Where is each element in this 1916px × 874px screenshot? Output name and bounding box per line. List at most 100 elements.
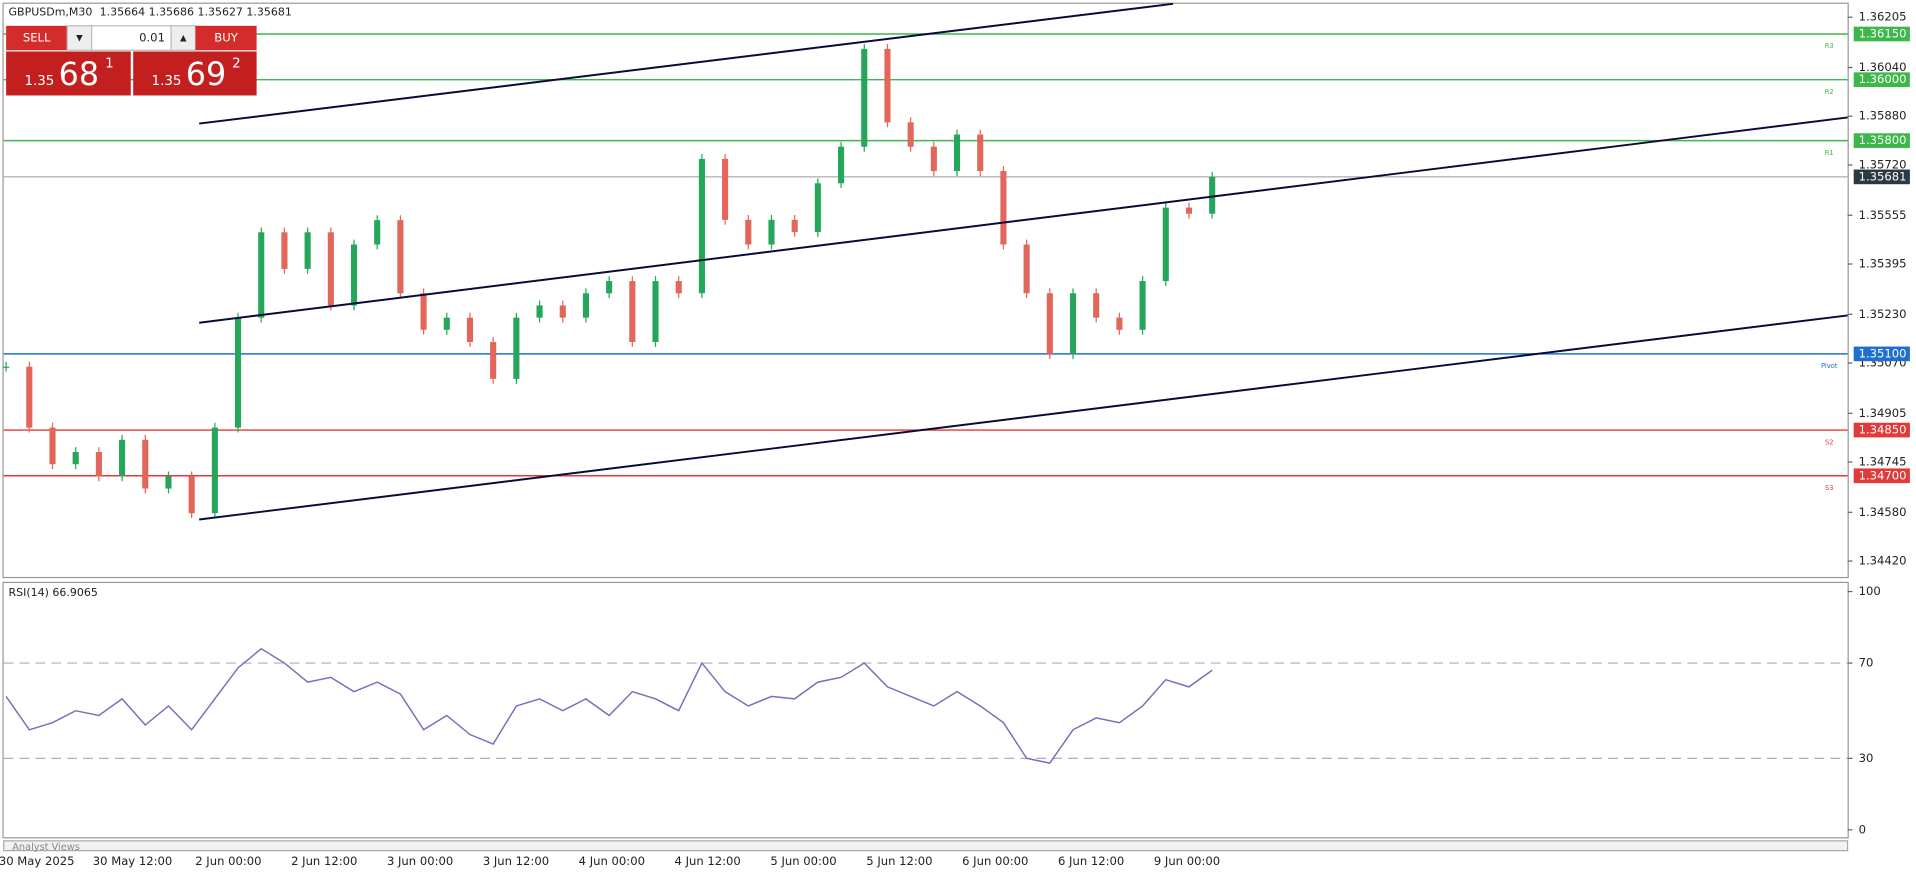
lot-up[interactable] xyxy=(170,25,197,51)
candle xyxy=(907,122,914,147)
current-price-tag xyxy=(1853,169,1910,185)
symbol-name: GBPUSDm,M30 xyxy=(9,5,93,18)
candle xyxy=(953,134,961,172)
buy-price[interactable] xyxy=(133,51,257,96)
candle xyxy=(1185,207,1193,214)
level-name: R3 xyxy=(1825,42,1834,50)
candle xyxy=(814,183,821,233)
candle xyxy=(768,219,775,245)
level-price: 1.34700 xyxy=(1859,468,1907,482)
candle xyxy=(606,281,613,294)
buy-button[interactable] xyxy=(195,25,257,51)
label-layer: 1.362051.360401.358801.357201.355551.353… xyxy=(0,10,1910,868)
sell-price[interactable] xyxy=(6,51,131,96)
x-tick-label: 30 May 2025 xyxy=(0,854,74,868)
candle xyxy=(1023,244,1030,294)
candle xyxy=(629,281,636,343)
y-tick-label: 1.36205 xyxy=(1859,10,1907,24)
lot-value: 0.01 xyxy=(139,31,165,45)
level-price: 1.34850 xyxy=(1859,423,1907,437)
candle xyxy=(327,232,334,306)
y-tick-label: 1.35395 xyxy=(1859,257,1907,271)
trend-line xyxy=(199,314,1848,521)
tab-bar xyxy=(3,840,1849,852)
buy-label: BUY xyxy=(214,31,238,45)
candle xyxy=(420,293,427,330)
level-tag xyxy=(1853,422,1910,438)
candle xyxy=(513,317,520,379)
rsi-title: RSI(14) 66.9065 xyxy=(9,586,98,599)
trend-line xyxy=(199,2,1174,125)
candle xyxy=(142,439,149,489)
buy-point: 2 xyxy=(232,57,241,72)
x-tick-label: 30 May 12:00 xyxy=(93,854,173,868)
y-tick-label: 1.35880 xyxy=(1859,109,1907,123)
level-tag xyxy=(1853,26,1910,42)
candle xyxy=(536,305,543,318)
y-tick-label: 1.34745 xyxy=(1859,455,1907,469)
x-tick-label: 6 Jun 00:00 xyxy=(962,854,1028,868)
sell-big: 1.35 xyxy=(24,74,54,89)
candle xyxy=(49,427,56,465)
candle xyxy=(72,451,79,465)
level-tag xyxy=(1853,72,1910,88)
candle xyxy=(443,317,450,330)
candle xyxy=(791,219,798,233)
level-price: 1.36000 xyxy=(1859,72,1907,86)
candle xyxy=(652,281,659,343)
candle xyxy=(1209,176,1216,214)
candle xyxy=(258,232,265,318)
candle xyxy=(698,158,705,294)
y-tick-label: 30 xyxy=(1859,751,1874,765)
candle xyxy=(281,232,288,269)
lot-up-icon: ▲ xyxy=(180,34,187,44)
candle xyxy=(188,476,195,514)
y-tick-label: 1.36040 xyxy=(1859,60,1907,74)
trade-panel: SELL ▼ 0.01 ▲ BUY 1.35 68 1 1.35 69 2 xyxy=(6,25,257,96)
candle xyxy=(559,305,566,318)
candle xyxy=(1069,293,1077,355)
candle xyxy=(722,158,729,220)
x-tick-label: 2 Jun 00:00 xyxy=(195,854,261,868)
buy-big: 1.35 xyxy=(152,74,182,89)
symbol: GBPUSDm,M30 1.35664 1.35686 1.35627 1.356… xyxy=(9,5,292,18)
level-price: 1.35100 xyxy=(1859,346,1907,360)
level-name: Pivot xyxy=(1821,362,1838,370)
y-tick-label: 1.35555 xyxy=(1859,208,1907,222)
candle xyxy=(119,439,126,477)
buy-pips: 69 xyxy=(186,57,226,93)
candle xyxy=(490,342,497,379)
candle xyxy=(304,232,311,269)
trend-line xyxy=(199,116,1848,324)
candle xyxy=(977,134,984,172)
x-tick-label: 6 Jun 12:00 xyxy=(1058,854,1124,868)
x-tick-label: 3 Jun 12:00 xyxy=(483,854,549,868)
lot-input[interactable] xyxy=(91,25,172,51)
level-price: 1.35800 xyxy=(1859,133,1907,147)
candle xyxy=(350,244,358,306)
sell-button[interactable] xyxy=(6,25,68,51)
current-price: 1.35681 xyxy=(1859,169,1907,183)
level-tag xyxy=(1853,346,1910,362)
tab[interactable]: Analyst Views xyxy=(12,842,80,853)
level-price: 1.36150 xyxy=(1859,26,1907,40)
x-tick-label: 4 Jun 00:00 xyxy=(579,854,645,868)
candle xyxy=(3,366,10,368)
candle xyxy=(1046,293,1053,355)
lot-down-icon: ▼ xyxy=(76,34,83,44)
candle xyxy=(745,219,752,245)
y-tick-label: 100 xyxy=(1859,584,1881,598)
candle xyxy=(1000,171,1007,245)
y-tick-label: 70 xyxy=(1859,656,1874,670)
candle xyxy=(234,317,242,428)
level-tag xyxy=(1853,133,1910,148)
candle xyxy=(884,48,891,123)
candle xyxy=(211,427,218,514)
x-tick-label: 3 Jun 00:00 xyxy=(387,854,453,868)
y-tick-label: 1.35720 xyxy=(1859,157,1907,171)
candle xyxy=(675,281,682,294)
level-tag xyxy=(1853,468,1910,484)
